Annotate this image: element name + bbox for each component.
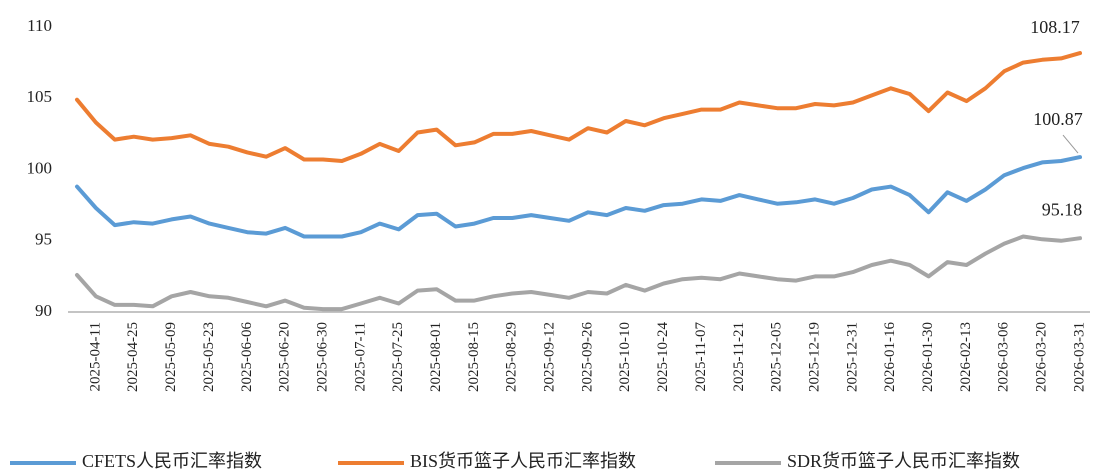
x-tick-label: 2025-11-21 (731, 322, 747, 391)
y-tick-label: 95 (35, 230, 52, 249)
x-tick-label: 2025-07-25 (390, 322, 406, 392)
x-tick-label: 2026-01-16 (882, 322, 898, 392)
x-tick-label: 2025-06-06 (239, 322, 255, 392)
x-tick-label: 2025-05-23 (201, 322, 217, 392)
x-tick-label: 2025-08-29 (504, 322, 520, 392)
x-tick-label: 2026-03-31 (1071, 322, 1087, 392)
y-tick-label: 100 (27, 158, 53, 177)
x-tick-label: 2025-12-31 (844, 322, 860, 392)
x-tick-label: 2025-12-05 (769, 322, 785, 392)
x-tick-label: 2025-08-15 (466, 322, 482, 392)
data-label: 108.17 (1030, 17, 1080, 37)
x-tick-label: 2025-10-24 (655, 322, 671, 392)
series-line (75, 51, 1082, 163)
series-line (75, 155, 1082, 239)
x-tick-label: 2025-06-30 (314, 322, 330, 392)
x-tick-label: 2025-05-09 (163, 322, 179, 392)
x-tick-label: 2026-02-13 (958, 322, 974, 392)
x-tick-label: 2025-09-12 (542, 322, 558, 392)
legend-label: BIS货币篮子人民币汇率指数 (410, 451, 636, 471)
legend-label: CFETS人民币汇率指数 (82, 451, 262, 471)
data-label: 95.18 (1042, 199, 1083, 219)
x-tick-label: 2025-12-19 (806, 322, 822, 392)
x-tick-label: 2025-04-25 (125, 322, 141, 392)
x-tick-label: 2025-08-01 (428, 322, 444, 392)
leader-line (1062, 134, 1079, 154)
legend-label: SDR货币篮子人民币汇率指数 (787, 451, 1020, 471)
x-tick-label: 2025-10-10 (617, 322, 633, 392)
x-tick-label: 2026-03-06 (996, 322, 1012, 392)
x-tick-label: 2025-04-11 (87, 322, 103, 391)
y-tick-label: 105 (27, 87, 53, 106)
x-tick-label: 2025-07-11 (352, 322, 368, 391)
series-line (75, 234, 1082, 312)
y-tick-label: 90 (35, 301, 52, 320)
x-tick-label: 2025-11-07 (693, 322, 709, 392)
x-tick-label: 2025-09-26 (579, 322, 595, 392)
data-label: 100.87 (1033, 109, 1083, 129)
y-tick-label: 110 (27, 16, 52, 35)
x-tick-label: 2026-01-30 (920, 322, 936, 392)
x-tick-label: 2026-03-20 (1034, 322, 1050, 392)
x-tick-label: 2025-06-20 (277, 322, 293, 392)
